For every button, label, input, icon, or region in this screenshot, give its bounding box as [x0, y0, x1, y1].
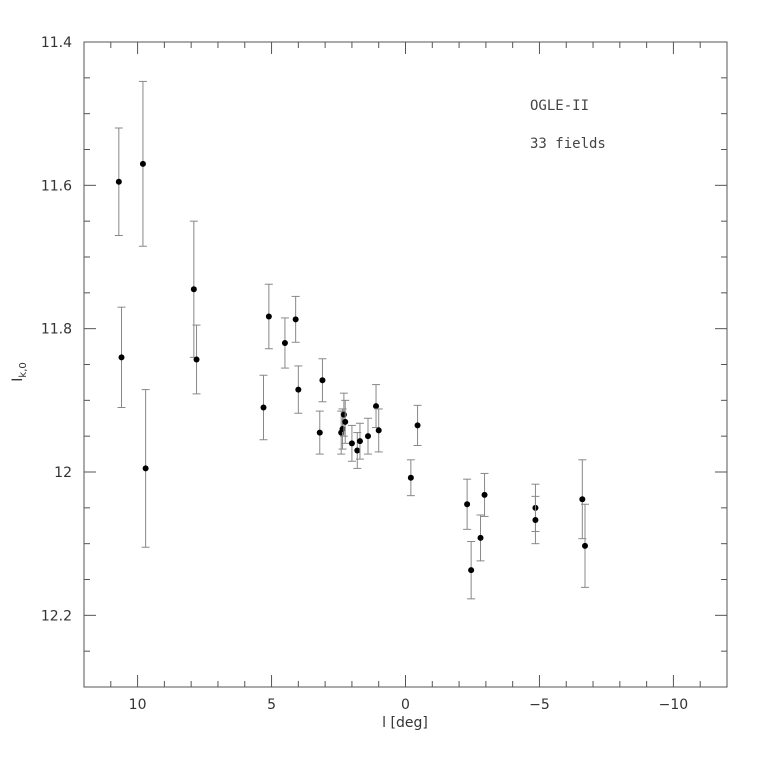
- point-marker: [316, 429, 323, 436]
- x-tick-label: 0: [401, 697, 410, 713]
- point-marker: [532, 517, 539, 524]
- point-marker: [193, 356, 200, 363]
- x-axis-title: l [deg]: [382, 715, 428, 731]
- point-marker: [265, 313, 272, 320]
- y-axis-title: Ik,0: [10, 362, 29, 381]
- y-tick-label: 11.4: [41, 35, 72, 51]
- point-marker: [281, 340, 288, 346]
- point-marker: [468, 567, 475, 574]
- data-point: [578, 459, 587, 540]
- data-point: [355, 422, 364, 460]
- y-tick-label: 12: [54, 465, 72, 481]
- point-marker: [464, 501, 471, 508]
- data-point: [406, 459, 415, 497]
- y-axis-title-sub: k,0: [18, 362, 29, 377]
- point-marker: [579, 496, 586, 503]
- data-point: [259, 374, 268, 441]
- data-point: [192, 324, 201, 395]
- point-marker: [477, 534, 484, 541]
- point-marker: [481, 491, 488, 498]
- point-marker: [364, 433, 371, 440]
- data-point: [531, 495, 540, 545]
- point-marker: [348, 440, 355, 447]
- svg-text:Ik,0: Ik,0: [10, 362, 29, 381]
- data-point: [347, 424, 356, 462]
- point-marker: [414, 422, 421, 429]
- x-tick-label: −10: [659, 697, 689, 713]
- data-point: [463, 478, 472, 530]
- data-point: [480, 472, 489, 517]
- point-marker: [375, 427, 382, 434]
- x-tick-label: −5: [529, 697, 550, 713]
- point-marker: [139, 160, 146, 167]
- point-marker: [190, 286, 197, 293]
- y-tick-label: 11.8: [41, 322, 72, 338]
- x-tick-label: 10: [129, 697, 147, 713]
- point-marker: [373, 403, 380, 410]
- data-point: [291, 295, 300, 343]
- point-marker: [339, 426, 346, 432]
- point-marker: [354, 447, 361, 454]
- data-point: [138, 80, 147, 247]
- data-point: [280, 317, 289, 369]
- point-marker: [319, 377, 326, 384]
- data-point: [315, 410, 324, 455]
- data-point: [413, 404, 422, 446]
- y-axis-title-main: I: [10, 378, 26, 382]
- plot-frame: [83, 41, 728, 688]
- data-point: [353, 432, 362, 469]
- point-marker: [292, 316, 299, 323]
- data-point: [341, 399, 350, 444]
- point-marker: [342, 418, 349, 425]
- data-points: [114, 80, 590, 600]
- point-marker: [295, 386, 302, 393]
- data-point: [476, 514, 485, 562]
- y-axis-ticks: 11.4 11.6 11.8 12 12.2: [41, 35, 727, 688]
- data-point: [114, 127, 123, 236]
- data-point: [581, 503, 590, 588]
- y-tick-label: 12.2: [41, 608, 72, 624]
- data-point: [189, 220, 198, 358]
- point-marker: [260, 404, 267, 411]
- data-point: [318, 358, 327, 403]
- data-point: [294, 365, 303, 414]
- annotation-survey: OGLE-II: [530, 98, 589, 114]
- point-marker: [118, 354, 125, 361]
- point-marker: [582, 542, 589, 549]
- data-point: [467, 541, 476, 600]
- point-marker: [356, 438, 363, 445]
- point-marker: [115, 178, 122, 185]
- point-marker: [142, 465, 149, 472]
- x-tick-label: 5: [267, 697, 276, 713]
- data-point: [117, 306, 126, 408]
- data-point: [363, 417, 372, 455]
- data-point: [264, 283, 273, 350]
- annotation-field-count: 33 fields: [530, 136, 606, 152]
- y-tick-label: 11.6: [41, 178, 72, 194]
- data-point: [374, 408, 383, 453]
- data-point: [141, 389, 150, 548]
- x-axis-ticks: 10 5 0 −5 −10: [110, 42, 701, 713]
- point-marker: [340, 411, 347, 418]
- point-marker: [407, 474, 414, 481]
